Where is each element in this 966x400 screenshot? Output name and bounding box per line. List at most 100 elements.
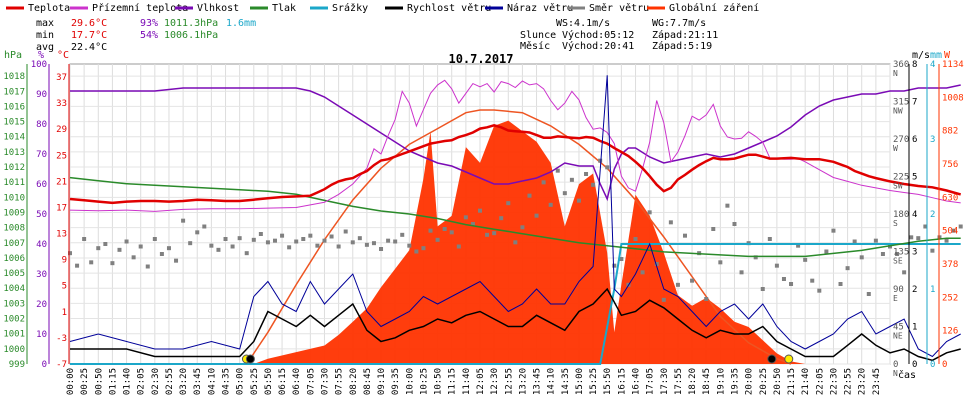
tick-hpa: 1001 xyxy=(3,330,25,340)
tick-dir: 360 xyxy=(893,60,909,70)
tick-mm: 4 xyxy=(930,60,935,70)
tick-time: 18:45 xyxy=(702,368,712,395)
tick-time: 22:30 xyxy=(829,368,839,395)
tick-temp: 33 xyxy=(56,99,67,109)
wind-direction-point xyxy=(357,236,362,241)
tick-dir: 90 xyxy=(893,285,904,295)
wind-direction-point xyxy=(322,238,327,243)
stat-min-temp: 17.7°C xyxy=(71,30,107,41)
tick-time: 20:00 xyxy=(745,368,755,395)
tick-time: 06:15 xyxy=(278,368,288,395)
tick-time: 22:55 xyxy=(844,368,854,395)
tick-time: 16:15 xyxy=(617,368,627,395)
wind-direction-point xyxy=(619,257,624,261)
tick-dir: 315 xyxy=(893,98,909,108)
tick-pct: 10 xyxy=(36,330,47,340)
wind-direction-point xyxy=(725,203,730,208)
sun-label: Slunce xyxy=(520,30,556,41)
tick-hpa: 1016 xyxy=(3,102,25,112)
tick-w: 882 xyxy=(942,127,958,137)
tick-time: 14:35 xyxy=(561,368,571,395)
tick-mm: 2 xyxy=(930,210,935,220)
wind-direction-point xyxy=(944,238,949,243)
tick-time: 19:10 xyxy=(716,368,726,395)
tick-dir: 135 xyxy=(893,248,909,258)
wind-direction-point xyxy=(421,246,426,251)
tick-time: 03:20 xyxy=(179,368,189,395)
tick-time: 00:00 xyxy=(66,368,76,395)
tick-hpa: 1013 xyxy=(3,148,25,158)
stat-avg-label: avg xyxy=(36,42,54,53)
tick-pct: 100 xyxy=(31,60,47,70)
tick-w: 1134 xyxy=(942,60,964,70)
wind-direction-point xyxy=(280,233,285,238)
tick-time: 03:45 xyxy=(193,368,203,395)
wind-direction-point xyxy=(202,224,207,229)
tick-hpa: 1012 xyxy=(3,163,25,173)
tick-time: 10:50 xyxy=(434,368,444,395)
tick-temp: 17 xyxy=(56,203,67,213)
wind-direction-point xyxy=(789,282,794,286)
wind-direction-point xyxy=(675,282,680,287)
tick-time: 05:00 xyxy=(236,368,246,395)
tick-time: 18:20 xyxy=(688,368,698,395)
tick-dir-letter: NW xyxy=(893,107,903,116)
tick-time: 12:30 xyxy=(490,368,500,395)
wind-direction-point xyxy=(230,244,235,249)
series-teoreticke-zareni xyxy=(246,109,792,365)
tick-dir-letter: W xyxy=(893,144,898,153)
tick-dir: 270 xyxy=(893,135,909,145)
legend-label: Srážky xyxy=(332,2,368,14)
tick-hpa: 1010 xyxy=(3,193,25,203)
wind-direction-point xyxy=(209,243,214,248)
wind-direction-point xyxy=(336,244,341,249)
wind-direction-point xyxy=(308,233,313,238)
stat-max-hum: 93% xyxy=(140,18,158,29)
wind-direction-point xyxy=(774,263,779,268)
tick-dir: 180 xyxy=(893,210,909,220)
tick-dir-letter: SE xyxy=(893,257,903,266)
wind-direction-point xyxy=(796,243,801,248)
plot-area xyxy=(68,63,963,365)
tick-time: 13:20 xyxy=(518,368,528,395)
tick-dir-letter: SW xyxy=(893,182,903,191)
tick-ms: 0 xyxy=(912,360,917,370)
tick-hpa: 1005 xyxy=(3,269,25,279)
wind-direction-point xyxy=(152,237,157,241)
stat-min-press: 1006.1hPa xyxy=(164,30,218,41)
tick-temp: 25 xyxy=(56,151,67,161)
wind-direction-point xyxy=(174,258,179,263)
wind-direction-point xyxy=(442,227,447,231)
unit-hpa: hPa xyxy=(4,50,22,61)
tick-dir: 0 xyxy=(893,360,898,370)
wind-direction-point xyxy=(131,255,136,260)
wind-direction-point xyxy=(145,264,150,269)
wind-direction-point xyxy=(824,249,829,254)
wind-direction-point xyxy=(732,222,737,226)
wind-direction-point xyxy=(541,180,546,185)
tick-time: 17:30 xyxy=(660,368,670,395)
wind-direction-point xyxy=(343,229,348,234)
wind-direction-point xyxy=(873,238,878,243)
wind-direction-point xyxy=(902,270,907,275)
tick-mm: 1 xyxy=(930,285,935,295)
wind-direction-point xyxy=(520,225,525,230)
tick-time: 19:35 xyxy=(730,368,740,395)
stat-max-press: 1011.3hPa xyxy=(164,18,218,29)
wind-direction-point xyxy=(223,237,228,241)
tick-time: 10:00 xyxy=(405,368,415,395)
wind-direction-point xyxy=(923,224,928,229)
marker-moonset xyxy=(245,354,255,364)
legend: Teplota Přízemní teplota Vlhkost Tlak Srážky… xyxy=(6,2,759,14)
wind-direction-point xyxy=(499,216,504,221)
tick-time: 15:00 xyxy=(575,368,585,395)
wind-direction-point xyxy=(569,177,574,182)
wind-direction-point xyxy=(315,243,320,248)
unit-temp: °C xyxy=(57,50,69,61)
tick-hpa: 1003 xyxy=(3,299,25,309)
wind-gust-info: WG:7.7m/s xyxy=(652,18,706,29)
tick-time: 09:35 xyxy=(391,368,401,395)
tick-time: 01:40 xyxy=(123,368,133,395)
tick-temp: 29 xyxy=(56,125,67,135)
wind-direction-point xyxy=(287,245,292,250)
